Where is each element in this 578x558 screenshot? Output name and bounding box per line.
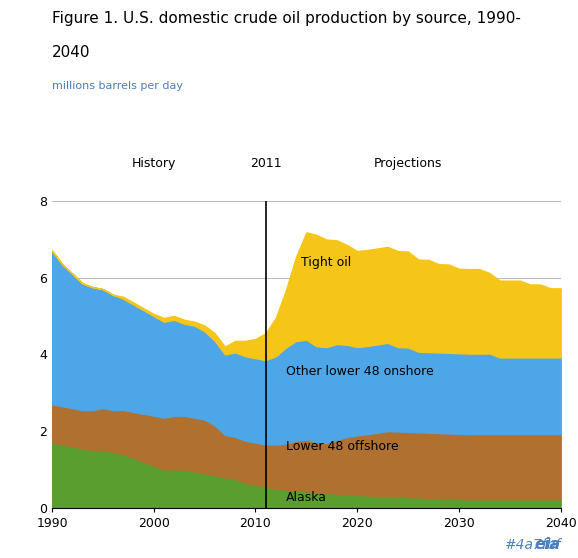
- Text: History: History: [132, 157, 176, 170]
- Text: Lower 48 offshore: Lower 48 offshore: [286, 440, 399, 453]
- Text: Tight oil: Tight oil: [301, 256, 351, 269]
- Text: #4a7fbf: #4a7fbf: [504, 538, 561, 552]
- Text: Projections: Projections: [374, 157, 442, 170]
- Text: millions barrels per day: millions barrels per day: [52, 81, 183, 91]
- Text: Alaska: Alaska: [286, 491, 327, 504]
- Text: 2011: 2011: [250, 157, 281, 170]
- Text: 2040: 2040: [52, 45, 91, 60]
- Text: Other lower 48 onshore: Other lower 48 onshore: [286, 365, 434, 378]
- Text: Figure 1. U.S. domestic crude oil production by source, 1990-: Figure 1. U.S. domestic crude oil produc…: [52, 11, 521, 26]
- Text: eia: eia: [535, 537, 561, 552]
